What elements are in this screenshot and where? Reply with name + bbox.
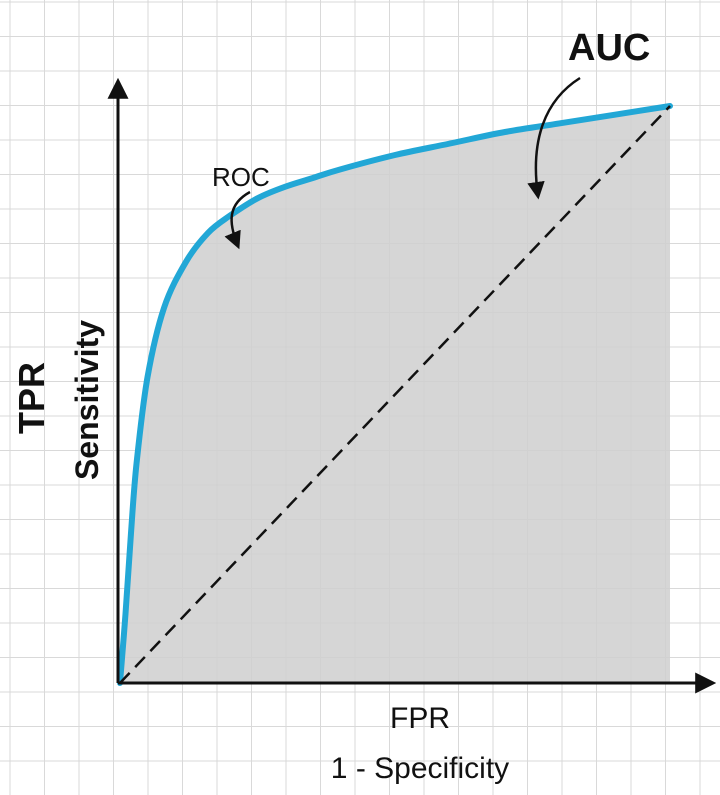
x-axis-label: FPR xyxy=(390,702,450,735)
x-axis-secondary-label: 1 - Specificity xyxy=(331,752,509,785)
roc-annotation-arrow xyxy=(224,190,251,250)
roc-annotation-label: ROC xyxy=(212,162,270,192)
auc-annotation-label: AUC xyxy=(568,27,650,69)
roc-curve xyxy=(117,103,673,686)
y-axis-label: TPR xyxy=(11,362,52,434)
auc-annotation-arrow xyxy=(527,76,581,200)
y-axis-secondary-label: Sensitivity xyxy=(69,320,105,480)
random-classifier-diagonal xyxy=(119,105,671,684)
